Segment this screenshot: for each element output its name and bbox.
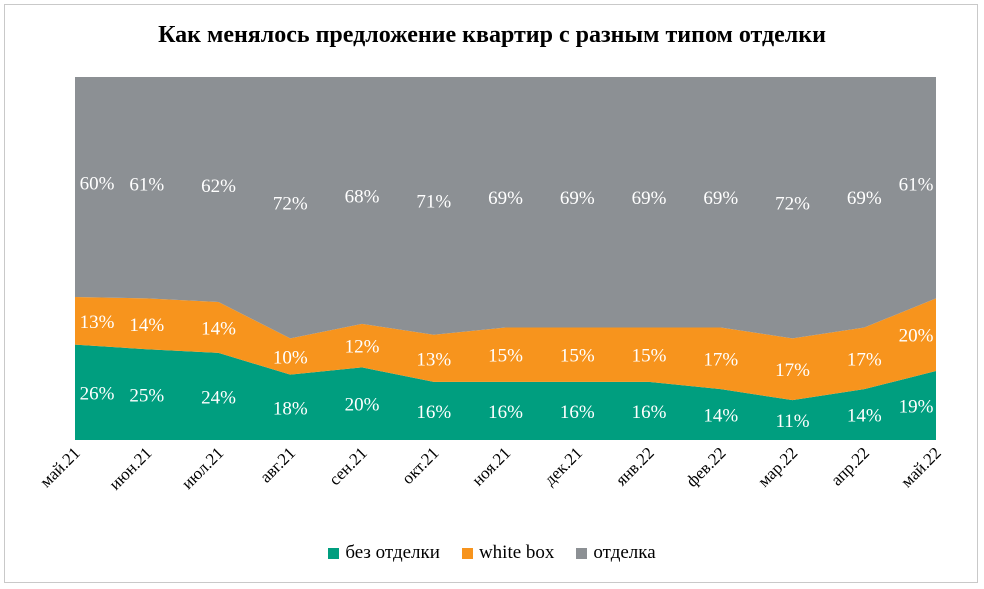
area-series-0 bbox=[75, 344, 936, 440]
x-tick-label: янв.22 bbox=[612, 443, 658, 489]
data-label-s2-10: 72% bbox=[775, 193, 810, 214]
legend-label-otdelka: отделка bbox=[593, 542, 656, 563]
data-label-s2-6: 69% bbox=[488, 188, 523, 209]
legend-swatch-white-box bbox=[461, 547, 473, 559]
data-label-s2-2: 62% bbox=[201, 176, 236, 197]
x-tick-label: ноя.21 bbox=[468, 443, 514, 489]
data-label-s1-7: 15% bbox=[560, 346, 595, 367]
data-label-s0-5: 16% bbox=[416, 402, 451, 423]
data-label-s0-2: 24% bbox=[201, 387, 236, 408]
data-label-s2-9: 69% bbox=[703, 188, 738, 209]
data-label-s1-5: 13% bbox=[416, 349, 451, 370]
x-tick-label: фев.22 bbox=[682, 443, 729, 490]
data-label-s0-12: 19% bbox=[899, 397, 934, 418]
data-label-s2-12: 61% bbox=[899, 174, 934, 195]
data-label-s2-8: 69% bbox=[632, 188, 667, 209]
data-label-s2-7: 69% bbox=[560, 188, 595, 209]
data-label-s1-8: 15% bbox=[632, 346, 667, 367]
legend-label-bez-otdelki: без отделки bbox=[345, 542, 440, 563]
data-label-s1-3: 10% bbox=[273, 348, 308, 369]
x-tick-label: сен.21 bbox=[325, 443, 371, 489]
x-tick-label: апр.22 bbox=[827, 443, 873, 489]
data-label-s1-0: 13% bbox=[80, 312, 115, 333]
data-label-s2-11: 69% bbox=[847, 188, 882, 209]
data-label-s2-0: 60% bbox=[80, 174, 115, 195]
area-series-1 bbox=[75, 297, 936, 401]
x-tick-label: май.21 bbox=[36, 443, 84, 491]
data-label-s0-3: 18% bbox=[273, 398, 308, 419]
data-label-s1-9: 17% bbox=[703, 349, 738, 370]
area-series-2 bbox=[75, 77, 936, 339]
legend-item-bez-otdelki: без отделки bbox=[328, 542, 440, 564]
legend-item-white-box: white box bbox=[461, 542, 555, 564]
data-label-s0-7: 16% bbox=[560, 402, 595, 423]
x-tick-label: июл.21 bbox=[178, 443, 228, 493]
data-label-s0-11: 14% bbox=[847, 406, 882, 427]
data-label-s1-11: 17% bbox=[847, 349, 882, 370]
data-label-s0-1: 25% bbox=[129, 386, 164, 407]
x-tick-label: окт.21 bbox=[398, 443, 443, 488]
data-label-s1-1: 14% bbox=[129, 315, 164, 336]
data-label-s2-1: 61% bbox=[129, 174, 164, 195]
x-tick-label: июн.21 bbox=[105, 443, 155, 493]
x-tick-label: дек.21 bbox=[540, 443, 586, 489]
legend-label-white-box: white box bbox=[478, 542, 555, 563]
data-label-s1-2: 14% bbox=[201, 318, 236, 339]
legend-item-otdelka: отделка bbox=[576, 542, 656, 564]
data-label-s1-6: 15% bbox=[488, 346, 523, 367]
x-tick-label: май.22 bbox=[897, 443, 945, 491]
legend: без отделки white box отделка bbox=[0, 542, 984, 564]
chart-title: Как менялось предложение квартир с разны… bbox=[158, 22, 826, 48]
x-tick-label: мар.22 bbox=[754, 443, 801, 490]
data-label-s2-5: 71% bbox=[416, 192, 451, 213]
data-label-s2-4: 68% bbox=[345, 186, 380, 207]
data-label-s0-4: 20% bbox=[345, 395, 380, 416]
data-label-s0-9: 14% bbox=[703, 406, 738, 427]
data-label-s1-4: 12% bbox=[345, 337, 380, 358]
data-label-s0-0: 26% bbox=[80, 383, 115, 404]
data-label-s1-10: 17% bbox=[775, 360, 810, 381]
x-tick-label: авг.21 bbox=[256, 443, 299, 486]
data-label-s0-6: 16% bbox=[488, 402, 523, 423]
data-label-s0-10: 11% bbox=[775, 411, 809, 432]
data-label-s1-12: 20% bbox=[899, 326, 934, 347]
legend-swatch-bez-otdelki bbox=[328, 547, 340, 559]
legend-swatch-otdelka bbox=[576, 547, 588, 559]
data-label-s0-8: 16% bbox=[632, 402, 667, 423]
data-label-s2-3: 72% bbox=[273, 193, 308, 214]
